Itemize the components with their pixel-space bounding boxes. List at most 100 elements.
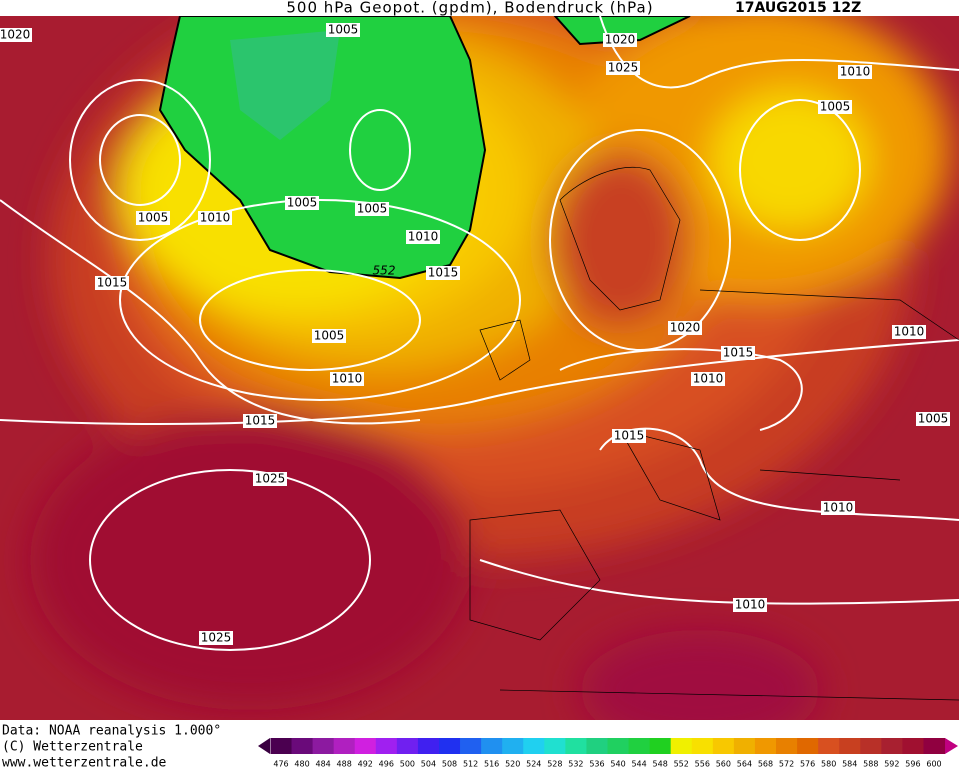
isobar-label-bg [136, 211, 170, 225]
colorbar-swatch [586, 738, 608, 754]
colorbar-label: 504 [421, 760, 436, 769]
colorbar-label: 552 [674, 760, 689, 769]
isobar-label-bg [668, 321, 702, 335]
colorbar-label: 576 [800, 760, 815, 769]
isobar-label: 1020 [0, 28, 30, 42]
colorbar-swatch [818, 738, 840, 754]
isobar-label: 1005 [357, 202, 388, 216]
isobar-label: 1010 [735, 598, 766, 612]
colorbar-swatch [691, 738, 714, 754]
isobar-label-bg [426, 266, 460, 280]
isobar-label-bg [355, 202, 389, 216]
colorbar-swatch [438, 738, 461, 754]
isobar-label-bg [199, 631, 233, 645]
isobar-label-bg [603, 33, 637, 47]
colorbar-swatch [902, 738, 924, 754]
map-date: 17AUG2015 12Z [735, 0, 861, 16]
colorbar-label: 564 [737, 760, 752, 769]
colorbar-label: 488 [337, 760, 352, 769]
isobar-label-bg [0, 28, 32, 42]
isobar-label-bg [198, 211, 232, 225]
isobar-label: 1015 [245, 414, 276, 428]
isobar-label-bg [691, 372, 725, 386]
isobar-label-bg [892, 325, 926, 339]
colorbar-label: 508 [442, 760, 457, 769]
colorbar-swatch [839, 738, 861, 754]
colorbar-arrow-left [258, 738, 270, 754]
isobar-label: 1015 [97, 276, 128, 290]
isobar-label: 1010 [200, 211, 231, 225]
isobar-label-bg [312, 329, 346, 343]
colorbar-swatch [712, 738, 735, 754]
colorbar-label: 568 [758, 760, 773, 769]
isobar-label: 1005 [138, 211, 169, 225]
isobar-label-bg [721, 346, 755, 360]
isobar-label-bg [406, 230, 440, 244]
footer-website: www.wetterzentrale.de [2, 756, 167, 771]
isobar-label: 1025 [201, 631, 232, 645]
colorbar-label: 476 [273, 760, 288, 769]
isobar-label: 1010 [408, 230, 439, 244]
isobar-label: 1005 [918, 412, 949, 426]
colorbar-label: 500 [400, 760, 415, 769]
colorbar-label: 556 [695, 760, 710, 769]
colorbar-label: 484 [315, 760, 330, 769]
footer-source: Data: NOAA reanalysis 1.000° [2, 724, 221, 739]
colorbar-swatch [670, 738, 693, 754]
colorbar-label: 492 [358, 760, 373, 769]
colorbar-swatch [797, 738, 819, 754]
colorbar-swatch [354, 738, 377, 754]
colorbar-label: 520 [505, 760, 520, 769]
colorbar-label: 596 [905, 760, 920, 769]
isobar-label: 1010 [693, 372, 724, 386]
colorbar-swatch [649, 738, 672, 754]
colorbar-label: 540 [610, 760, 625, 769]
colorbar-swatch [502, 738, 524, 754]
colorbar-label: 592 [884, 760, 899, 769]
colorbar-swatch [481, 738, 503, 754]
colorbar-label: 516 [484, 760, 499, 769]
colorbar-label: 572 [779, 760, 794, 769]
isobars [0, 16, 959, 651]
colorbar-swatch [754, 738, 777, 754]
colorbar-swatch [607, 738, 630, 754]
colorbar-label: 600 [926, 760, 941, 769]
colorbar-label: 528 [547, 760, 562, 769]
isobar-label: 1015 [723, 346, 754, 360]
isobar-label: 1005 [820, 100, 851, 114]
isobar-label: 1015 [614, 429, 645, 443]
coastlines [469, 166, 959, 701]
isobar-label-bg [95, 276, 129, 290]
colorbar-swatch [375, 738, 398, 754]
isobar-label-bg [330, 372, 364, 386]
colorbar-swatch [733, 738, 756, 754]
colorbar-label: 524 [526, 760, 541, 769]
isobar-labels: 1020 1005 1020 1025 1010 1005 1005 1010 1005 1005… [0, 23, 950, 645]
isobar-label: 1020 [605, 33, 636, 47]
isobar-label-bg [818, 100, 852, 114]
colorbar-swatch [460, 738, 482, 754]
colorbar-label: 536 [589, 760, 604, 769]
colorbar-label: 496 [379, 760, 394, 769]
colorbar-swatch [860, 738, 882, 754]
isobar-label-bg [916, 412, 950, 426]
isobar-label: 1005 [287, 196, 318, 210]
colorbar-swatch [396, 738, 419, 754]
colorbar-label: 532 [568, 760, 583, 769]
colorbar-swatch [881, 738, 903, 754]
footer-copyright: (C) Wetterzentrale [2, 740, 143, 755]
isobar-label: 1025 [255, 472, 286, 486]
isobar-label: 1010 [823, 501, 854, 515]
isobar-label-bg [285, 196, 319, 210]
contour-label: 552 [373, 264, 396, 278]
isobar-label: 1015 [428, 266, 459, 280]
isobar-label: 1010 [894, 325, 925, 339]
isobar-label-bg [253, 472, 287, 486]
isobar-label-bg [326, 23, 360, 37]
colorbar-label: 580 [821, 760, 836, 769]
colorbar-swatch [270, 738, 293, 754]
colorbar-label: 584 [842, 760, 857, 769]
colorbar-label: 548 [653, 760, 668, 769]
isobar-label: 1025 [608, 61, 639, 75]
